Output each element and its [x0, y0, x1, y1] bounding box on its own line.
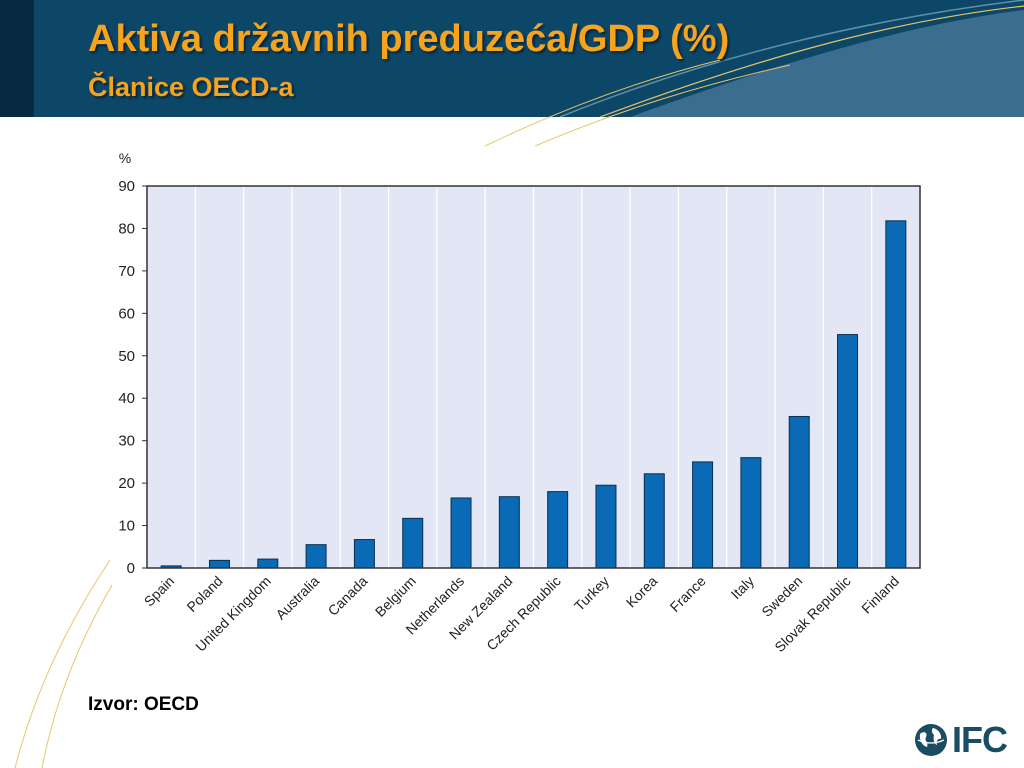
bar	[498, 496, 520, 569]
y-axis-label: %	[119, 150, 131, 166]
slide-title: Aktiva državnih preduzeća/GDP (%)	[88, 18, 730, 60]
bar	[547, 491, 569, 569]
x-tick-label: Finland	[858, 573, 902, 617]
y-tick-label: 10	[118, 518, 135, 535]
slide-subtitle: Članice OECD-a	[88, 72, 294, 102]
header-accent-strip	[0, 0, 34, 117]
plot-frame	[146, 185, 921, 569]
x-tick-label: France	[667, 573, 709, 615]
y-tick-label: 80	[118, 220, 135, 237]
y-tick-label: 90	[118, 178, 135, 195]
grid-lines	[194, 186, 873, 568]
y-axis-ticks: 0 10 20 30 40 50 60 70 80 90	[118, 178, 147, 577]
source-note: Izvor: OECD	[88, 694, 199, 715]
x-tick-label: Italy	[728, 573, 757, 602]
x-tick-label: Sweden	[758, 573, 805, 620]
bar	[208, 559, 230, 569]
bar	[788, 415, 810, 569]
y-tick-label: 40	[118, 390, 135, 407]
y-tick-label: 0	[127, 560, 135, 577]
slide-header: Aktiva državnih preduzeća/GDP (%) Članic…	[0, 0, 1024, 117]
globe-icon	[915, 724, 947, 756]
x-tick-label: Canada	[325, 573, 371, 619]
bar	[885, 220, 907, 569]
x-tick-label: Poland	[183, 573, 225, 615]
bar	[643, 473, 665, 569]
logo-text: IFC	[952, 719, 1008, 760]
y-tick-label: 60	[118, 305, 135, 322]
x-tick-label: Spain	[141, 573, 178, 610]
bar	[837, 334, 859, 569]
y-tick-label: 50	[118, 348, 135, 365]
ifc-logo: IFC	[912, 718, 1014, 762]
x-tick-label: Korea	[623, 573, 661, 611]
x-tick-label: Belgium	[372, 573, 419, 620]
x-tick-label: Australia	[272, 573, 322, 623]
bar	[305, 544, 327, 569]
y-tick-label: 70	[118, 263, 135, 280]
bar	[595, 484, 617, 569]
bar	[450, 497, 472, 569]
bar	[740, 457, 762, 569]
y-tick-label: 20	[118, 475, 135, 492]
x-tick-label: Turkey	[571, 573, 612, 614]
bars-group	[160, 220, 907, 569]
y-tick-label: 30	[118, 433, 135, 450]
bar	[402, 517, 424, 569]
bar	[257, 558, 279, 569]
bar	[353, 539, 375, 569]
bar	[692, 461, 714, 569]
